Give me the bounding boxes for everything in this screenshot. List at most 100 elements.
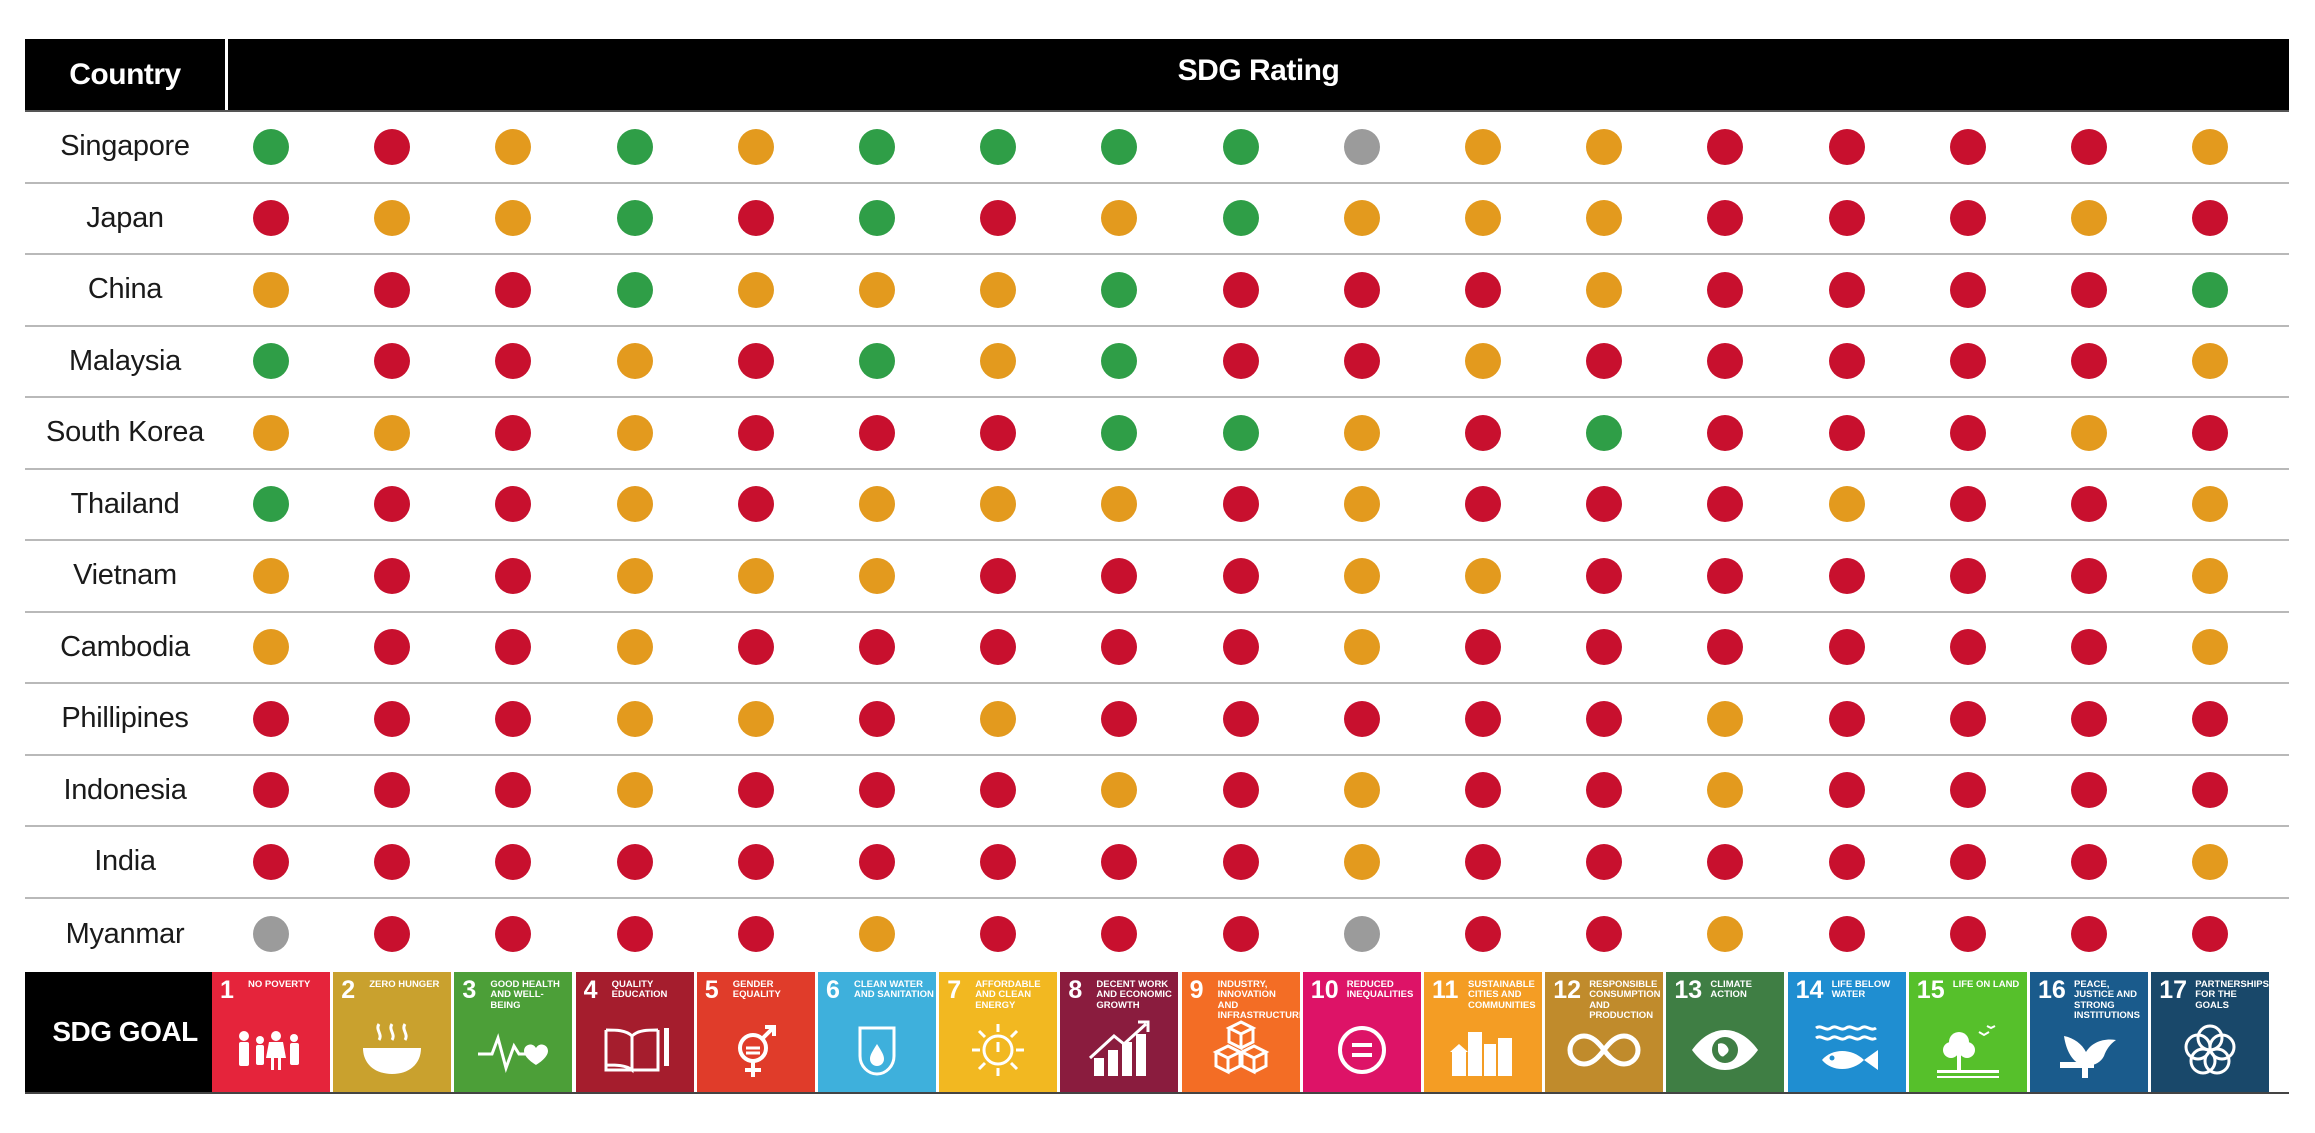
sdg-goal-text: Clean water and sanitation [854, 979, 934, 1001]
rating-dot-orange [859, 271, 895, 308]
sdg-goal-tile-6: 6 Clean water and sanitation [818, 972, 936, 1092]
sdg-goal-number: 13 [1674, 976, 1703, 1004]
tree-icon [1936, 1025, 1999, 1078]
rating-dot-green [253, 343, 289, 380]
sdg-goal-text: Reduced inequalities [1346, 979, 1414, 1001]
bowl-icon [363, 1023, 422, 1074]
rating-dot-red [2071, 486, 2107, 523]
table-row: Myanmar [25, 899, 2289, 971]
sdg-goal-text: Responsible consumption and production [1589, 979, 1661, 1022]
sdg-goal-text: Affordable and clean energy [975, 979, 1041, 1011]
rating-dot-orange [737, 700, 774, 737]
rating-dot-red [1949, 629, 1986, 666]
rating-dot-orange [1101, 200, 1138, 237]
rating-dot-red [2192, 200, 2229, 237]
rating-dot-red [2071, 843, 2107, 880]
rating-dot-orange [2071, 200, 2107, 237]
sdg-goal-tile-1: 1 No poverty [212, 972, 330, 1092]
rating-dot-red [495, 843, 532, 880]
sdg-goal-label: SDG GOAL [25, 972, 225, 1092]
sdg-goal-tile-4: 4 Quality education [575, 972, 694, 1092]
rating-dot-orange [616, 772, 653, 809]
rating-dot-orange [1828, 486, 1865, 523]
country-name: Vietnam [73, 559, 177, 592]
rating-dot-red [1222, 271, 1259, 308]
rating-dot-red [1222, 557, 1259, 594]
fish-icon [1814, 1025, 1878, 1070]
rating-dot-red [374, 629, 411, 666]
sdg-goal-number: 10 [1310, 976, 1339, 1004]
eye-globe-icon [1692, 1030, 1759, 1070]
rating-dot-red [1222, 772, 1259, 809]
table-row: Thailand [25, 470, 2289, 541]
rating-dot-red [1828, 128, 1865, 165]
table-row: China [25, 255, 2289, 327]
rating-dot-orange [1101, 486, 1138, 523]
rating-dot-gray [253, 916, 289, 953]
rating-dot-green [1222, 128, 1259, 165]
rating-dot-red [1949, 414, 1986, 451]
book-icon [604, 1028, 669, 1074]
rating-dot-orange [2192, 343, 2229, 380]
rating-dot-red [374, 343, 411, 380]
rating-dot-green [980, 128, 1017, 165]
rating-dot-red [374, 843, 411, 880]
sdg-goal-tile-16: 16 Peace, justice and strong institutions [2030, 972, 2148, 1092]
table-row: India [25, 827, 2289, 899]
sdg-goal-number: 14 [1795, 976, 1824, 1004]
sdg-goal-number: 5 [704, 976, 719, 1004]
rating-dot-red [1707, 486, 1744, 523]
rating-dot-red [374, 557, 411, 594]
rating-dot-red [859, 414, 895, 451]
rating-dot-orange [980, 486, 1017, 523]
table-row: Phillipines [25, 684, 2289, 756]
table-row: Indonesia [25, 756, 2289, 827]
rating-dot-red [1586, 700, 1623, 737]
rating-dot-red [1465, 843, 1501, 880]
sdg-goal-text: Zero hunger [369, 979, 440, 990]
rating-dot-green [1101, 128, 1138, 165]
rating-dot-red [737, 843, 774, 880]
rating-dot-red [1707, 343, 1744, 380]
rating-dot-red [374, 486, 411, 523]
city-icon [1450, 1032, 1512, 1076]
rating-dot-red [1465, 772, 1501, 809]
rating-dot-red [374, 271, 411, 308]
sdg-goal-number: 3 [462, 976, 477, 1004]
rating-dot-red [1949, 486, 1986, 523]
rating-dot-red [737, 414, 774, 451]
sdg-goal-tile-11: 11 Sustainable cities and communities [1424, 972, 1542, 1092]
rating-dot-orange [1465, 343, 1501, 380]
rating-dot-orange [737, 128, 774, 165]
rating-dot-red [1828, 700, 1865, 737]
sdg-goal-text: Climate action [1710, 979, 1752, 1001]
sdg-goal-number: 6 [826, 976, 840, 1004]
rating-dot-red [1465, 629, 1501, 666]
sdg-goal-text: Gender equality [732, 979, 781, 1001]
rating-dot-red [737, 486, 774, 523]
rating-dot-red [859, 700, 895, 737]
sdg-goal-tile-15: 15 Life on land [1908, 972, 2027, 1092]
rating-dot-red [495, 414, 532, 451]
rating-dot-orange [737, 271, 774, 308]
rating-dot-orange [859, 486, 895, 523]
rating-dot-orange [1343, 486, 1380, 523]
rating-dot-red [1707, 200, 1744, 237]
rating-dot-red [859, 629, 895, 666]
rating-dot-red [980, 772, 1017, 809]
rating-dot-red [1828, 772, 1865, 809]
rating-dot-orange [616, 700, 653, 737]
rating-dot-gray [1343, 916, 1380, 953]
sdg-goal-number: 7 [947, 976, 962, 1004]
rating-dot-red [1949, 343, 1986, 380]
table-row: Malaysia [25, 327, 2289, 398]
rating-dot-green [1586, 414, 1623, 451]
sdg-goal-row: SDG GOAL 1 No poverty 2 Zero hunger 3 Good he… [25, 972, 2289, 1094]
rating-dot-red [1949, 200, 1986, 237]
sdg-goal-tile-10: 10 Reduced inequalities [1302, 972, 1421, 1092]
rating-dot-orange [495, 128, 532, 165]
sdg-goal-text: Life below water [1831, 979, 1891, 1001]
rating-dot-orange [253, 414, 289, 451]
rating-dot-green [2192, 271, 2229, 308]
rating-dot-green [1101, 271, 1138, 308]
